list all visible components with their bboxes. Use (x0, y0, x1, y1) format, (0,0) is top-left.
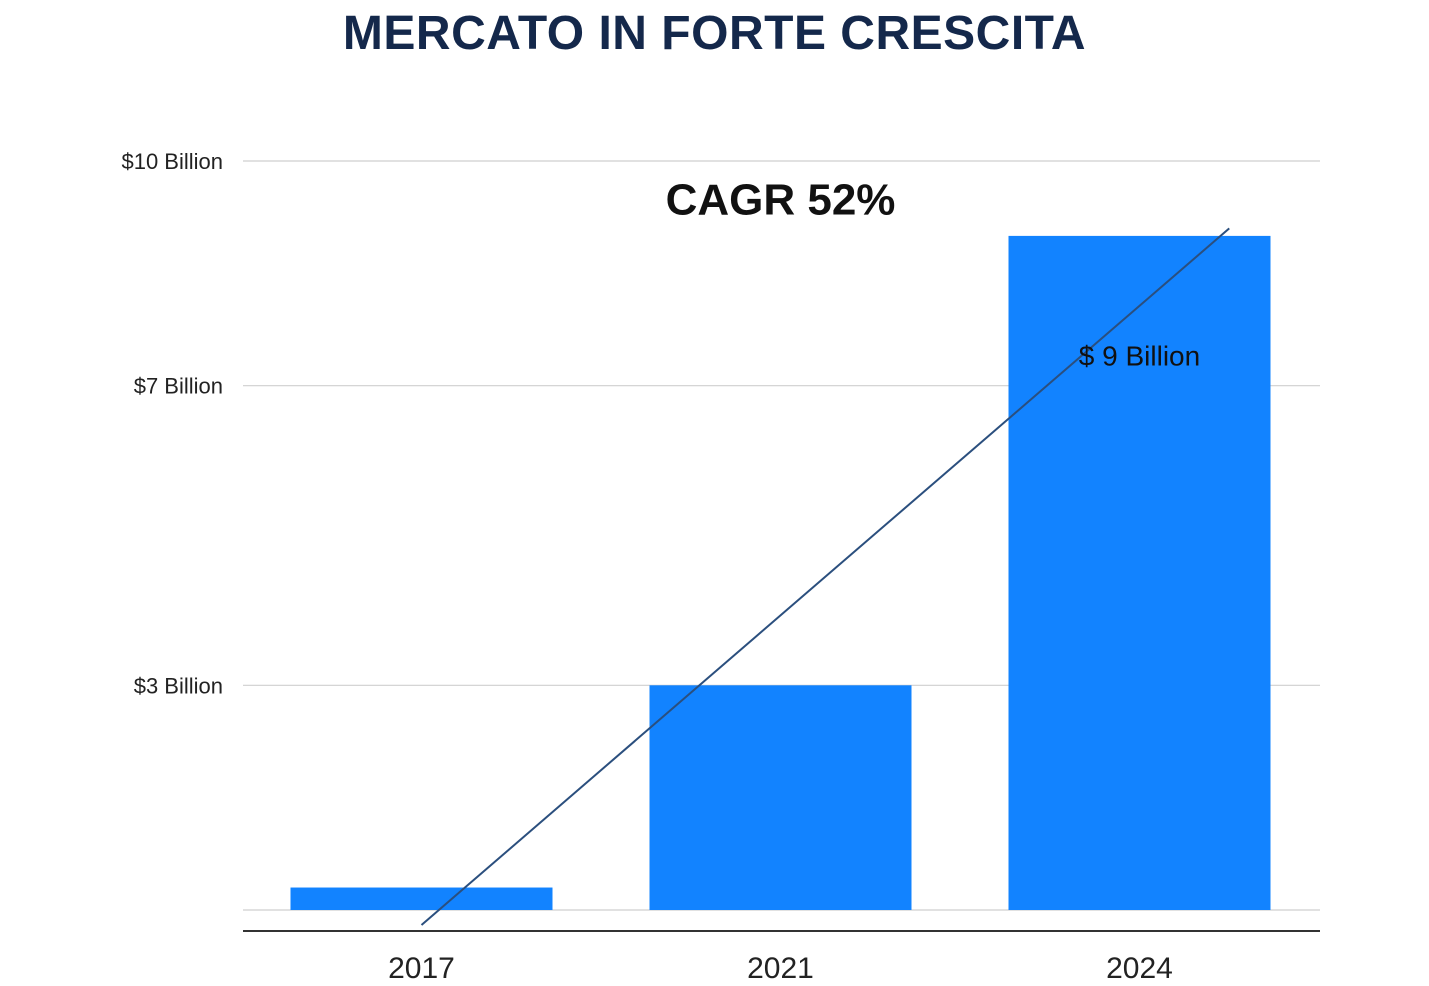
x-tick-label: 2017 (388, 952, 455, 985)
annotations: CAGR 52% $ 9 Billion (666, 175, 1201, 371)
bars (290, 235, 1271, 910)
cagr-annotation: CAGR 52% (666, 175, 896, 224)
bar-2024 (1008, 235, 1271, 910)
bar-2017 (290, 887, 553, 910)
x-tick-label: 2024 (1106, 952, 1173, 985)
trend-line (420, 227, 1230, 926)
x-tick-label: 2021 (747, 952, 814, 985)
y-tick-label: $10 Billion (121, 149, 223, 174)
data-label-2024: $ 9 Billion (1079, 341, 1200, 372)
bar-2021 (649, 685, 912, 910)
y-axis-ticks: $3 Billion $7 Billion $10 Billion (121, 149, 223, 698)
y-tick-label: $7 Billion (134, 374, 223, 399)
chart-title: MERCATO IN FORTE CRESCITA (342, 7, 1087, 60)
y-tick-label: $3 Billion (134, 673, 223, 698)
x-axis-ticks: 2017 2021 2024 (388, 952, 1173, 985)
